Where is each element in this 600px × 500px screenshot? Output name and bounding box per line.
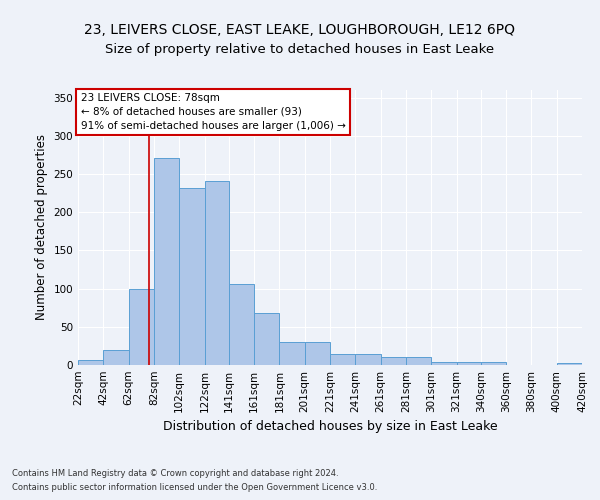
- Bar: [103, 350, 128, 365]
- Text: 23 LEIVERS CLOSE: 78sqm
← 8% of detached houses are smaller (93)
91% of semi-det: 23 LEIVERS CLOSE: 78sqm ← 8% of detached…: [80, 93, 346, 130]
- Bar: [305, 342, 330, 365]
- Bar: [330, 354, 355, 365]
- Bar: [380, 358, 406, 365]
- Bar: [431, 362, 457, 365]
- Bar: [355, 354, 380, 365]
- Bar: [481, 362, 506, 365]
- Bar: [154, 158, 179, 365]
- Bar: [229, 284, 254, 365]
- Bar: [128, 288, 154, 365]
- Bar: [557, 362, 582, 365]
- Bar: [179, 188, 205, 365]
- Bar: [457, 362, 481, 365]
- Text: Size of property relative to detached houses in East Leake: Size of property relative to detached ho…: [106, 42, 494, 56]
- Text: Contains public sector information licensed under the Open Government Licence v3: Contains public sector information licen…: [12, 484, 377, 492]
- Bar: [406, 358, 431, 365]
- Y-axis label: Number of detached properties: Number of detached properties: [35, 134, 48, 320]
- Bar: [280, 342, 305, 365]
- Text: 23, LEIVERS CLOSE, EAST LEAKE, LOUGHBOROUGH, LE12 6PQ: 23, LEIVERS CLOSE, EAST LEAKE, LOUGHBORO…: [85, 22, 515, 36]
- Bar: [78, 360, 103, 365]
- Text: Contains HM Land Registry data © Crown copyright and database right 2024.: Contains HM Land Registry data © Crown c…: [12, 468, 338, 477]
- Bar: [205, 181, 229, 365]
- X-axis label: Distribution of detached houses by size in East Leake: Distribution of detached houses by size …: [163, 420, 497, 434]
- Bar: [254, 313, 280, 365]
